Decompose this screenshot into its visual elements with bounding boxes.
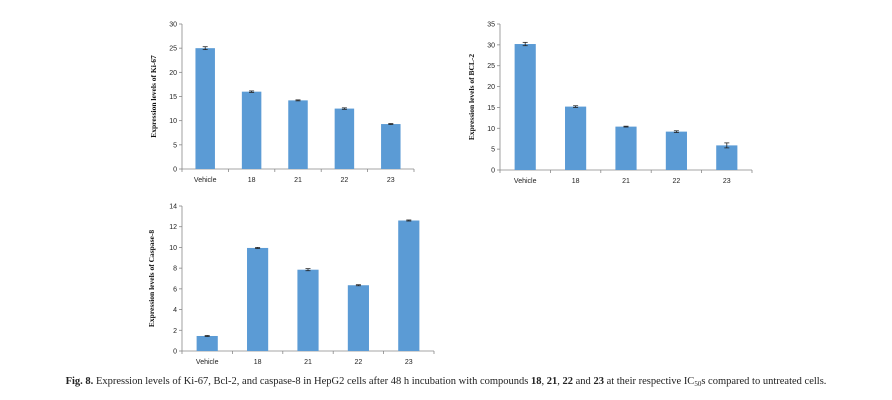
chart-ki67-svg: 0 5 10 15 20 25 30 Vehicle 18 21 22 23 Expression le…: [149, 22, 415, 184]
bar: [565, 106, 587, 170]
y-tick-label: 14: [169, 204, 177, 211]
y-tick-label: 5: [491, 147, 495, 154]
y-tick-label: 20: [169, 70, 177, 77]
y-tick-label: 30: [487, 42, 495, 49]
caption-compound-1: 18: [531, 376, 542, 387]
caption-compound-3: 22: [562, 376, 574, 387]
bar: [196, 335, 218, 351]
y-tick-label: 20: [487, 84, 495, 91]
y-tick-label: 2: [173, 328, 177, 335]
y-tick-label: 10: [487, 126, 495, 133]
caption-text-3: s compared to untreated cells.: [701, 376, 827, 387]
figure-caption: Fig. 8. Expression levels of Ki-67, Bcl-…: [0, 376, 892, 388]
x-tick-label: 18: [248, 177, 256, 184]
bar: [665, 131, 687, 170]
y-tick-label: 8: [173, 266, 177, 273]
x-tick-label: Vehicle: [194, 177, 217, 184]
y-tick-label: 0: [173, 349, 177, 356]
caption-sep-1: ,: [541, 376, 547, 387]
x-tick-label: 22: [341, 177, 349, 184]
caption-text-2: at their respective IC: [603, 376, 695, 387]
y-tick-label: 6: [173, 286, 177, 293]
y-tick-label: 12: [169, 224, 177, 231]
bar: [615, 126, 637, 170]
bar: [514, 44, 536, 170]
caption-label: Fig. 8.: [65, 376, 94, 387]
bar: [288, 100, 308, 169]
chart-ki67: 0 5 10 15 20 25 30 Vehicle 18 21 22 23 Expression le…: [149, 18, 420, 193]
bar: [347, 285, 369, 351]
y-tick-label: 15: [487, 105, 495, 112]
chart-caspase8-svg: 0 2 4 6 8 10 12 14 Vehicle 18 21 22 23 Expression lev…: [147, 204, 435, 366]
y-tick-label: 0: [491, 168, 495, 175]
y-tick-label: 10: [169, 118, 177, 125]
caption-compound-4: 23: [593, 376, 604, 387]
x-tick-label: 22: [355, 359, 363, 366]
x-tick-label: 22: [673, 178, 681, 185]
caption-subscript: 50: [694, 380, 702, 388]
y-tick-label: 4: [173, 307, 177, 314]
x-tick-label: Vehicle: [514, 178, 537, 185]
caption-text-1: Expression levels of Ki-67, Bcl-2, and c…: [93, 376, 532, 387]
x-tick-label: 23: [723, 178, 731, 185]
y-tick-label: 25: [169, 46, 177, 53]
chart-bcl2-svg: 0 5 10 15 20 25 30 35 Vehicle 18 21 22 23 Expression …: [467, 22, 753, 185]
bar: [381, 124, 401, 169]
y-tick-label: 0: [173, 167, 177, 174]
y-tick-label: 30: [169, 22, 177, 29]
bar: [716, 145, 738, 170]
y-tick-label: 5: [173, 142, 177, 149]
bar: [334, 108, 355, 169]
bar: [297, 269, 319, 351]
y-axis-label: Expression levels of Ki-67: [149, 55, 158, 138]
x-tick-label: 21: [304, 359, 312, 366]
chart-caspase8: 0 2 4 6 8 10 12 14 Vehicle 18 21 22 23 Expression lev…: [147, 200, 440, 370]
caption-sep-2: ,: [557, 376, 563, 387]
x-tick-label: 18: [254, 359, 262, 366]
y-axis-label: Expression levels of BCL-2: [467, 54, 476, 141]
x-tick-label: 23: [405, 359, 413, 366]
bar: [241, 91, 262, 169]
caption-sep-3: and: [573, 376, 594, 387]
bar: [398, 220, 420, 351]
y-tick-label: 15: [169, 94, 177, 101]
y-tick-label: 35: [487, 22, 495, 29]
bar: [195, 48, 215, 169]
x-tick-label: 18: [572, 178, 580, 185]
x-tick-label: 21: [294, 177, 302, 184]
bar: [247, 247, 269, 351]
y-tick-label: 25: [487, 63, 495, 70]
x-tick-label: Vehicle: [196, 359, 219, 366]
y-axis-label: Expression levels of Caspase-8: [147, 230, 156, 327]
caption-compound-2: 21: [546, 376, 558, 387]
chart-bcl2: 0 5 10 15 20 25 30 35 Vehicle 18 21 22 23 Expression …: [467, 18, 758, 193]
x-tick-label: 21: [622, 178, 630, 185]
y-tick-label: 10: [169, 245, 177, 252]
x-tick-label: 23: [387, 177, 395, 184]
